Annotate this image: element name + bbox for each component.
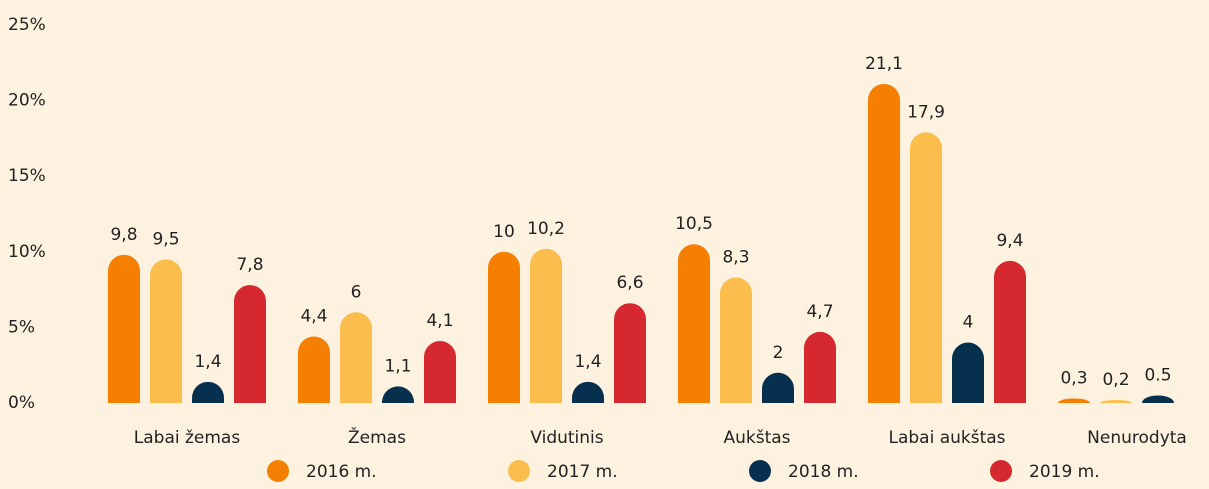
legend-label: 2016 m. <box>306 462 377 482</box>
x-tick-label: Žemas <box>348 426 406 448</box>
bar <box>910 132 942 404</box>
value-label: 0,2 <box>1102 370 1129 390</box>
value-label: 1,1 <box>384 356 411 376</box>
bar <box>298 336 330 403</box>
value-label: 6,6 <box>616 273 643 293</box>
value-label: 1,4 <box>194 352 221 372</box>
x-tick-label: Aukštas <box>723 428 790 448</box>
bar <box>488 251 520 403</box>
bar <box>804 331 836 403</box>
legend-swatch <box>267 460 289 482</box>
bar <box>762 372 794 403</box>
bar <box>234 285 266 403</box>
x-tick-label: Vidutinis <box>530 428 603 448</box>
y-tick-label: 25% <box>8 15 46 35</box>
bar <box>572 381 604 403</box>
bar <box>1142 395 1174 403</box>
value-label: 17,9 <box>907 102 945 122</box>
value-label: 6 <box>351 282 362 302</box>
bar <box>530 248 562 403</box>
bar <box>1058 398 1090 403</box>
bar <box>952 342 984 403</box>
bar <box>108 254 140 403</box>
value-label: 8,3 <box>722 248 749 268</box>
bar <box>614 303 646 403</box>
value-label: 1,4 <box>574 352 601 372</box>
bar <box>720 277 752 403</box>
bar <box>1100 399 1132 403</box>
value-label: 9,5 <box>152 229 179 249</box>
bar <box>678 244 710 403</box>
bar <box>382 386 414 403</box>
legend-swatch <box>990 460 1012 482</box>
value-label: 10 <box>493 222 515 242</box>
value-label: 4,7 <box>806 302 833 322</box>
legend-swatch <box>749 460 771 482</box>
x-tick-label: Nenurodyta <box>1087 428 1187 448</box>
bar <box>150 259 182 403</box>
y-tick-label: 5% <box>8 317 35 337</box>
legend-label: 2019 m. <box>1029 462 1100 482</box>
value-label: 10,2 <box>527 219 565 239</box>
bar <box>868 83 900 403</box>
x-tick-label: Labai žemas <box>134 428 241 448</box>
bar <box>192 381 224 403</box>
value-label: 21,1 <box>865 54 903 74</box>
value-label: 10,5 <box>675 214 713 234</box>
bar <box>424 341 456 403</box>
y-tick-label: 15% <box>8 166 46 186</box>
y-tick-label: 10% <box>8 242 46 262</box>
value-label: 2 <box>773 343 784 363</box>
value-label: 0.5 <box>1144 365 1171 385</box>
bar <box>340 312 372 403</box>
y-tick-label: 0% <box>8 393 35 413</box>
value-label: 9,4 <box>996 231 1023 251</box>
value-label: 0,3 <box>1060 368 1087 388</box>
legend-label: 2018 m. <box>788 462 859 482</box>
legend-label: 2017 m. <box>547 462 618 482</box>
value-label: 7,8 <box>236 255 263 275</box>
value-label: 4 <box>963 313 974 333</box>
value-label: 4,1 <box>426 311 453 331</box>
value-label: 4,4 <box>300 306 327 326</box>
y-tick-label: 20% <box>8 91 46 111</box>
bar <box>994 260 1026 403</box>
x-tick-label: Labai aukštas <box>888 428 1005 448</box>
legend-swatch <box>508 460 530 482</box>
value-label: 9,8 <box>110 225 137 245</box>
